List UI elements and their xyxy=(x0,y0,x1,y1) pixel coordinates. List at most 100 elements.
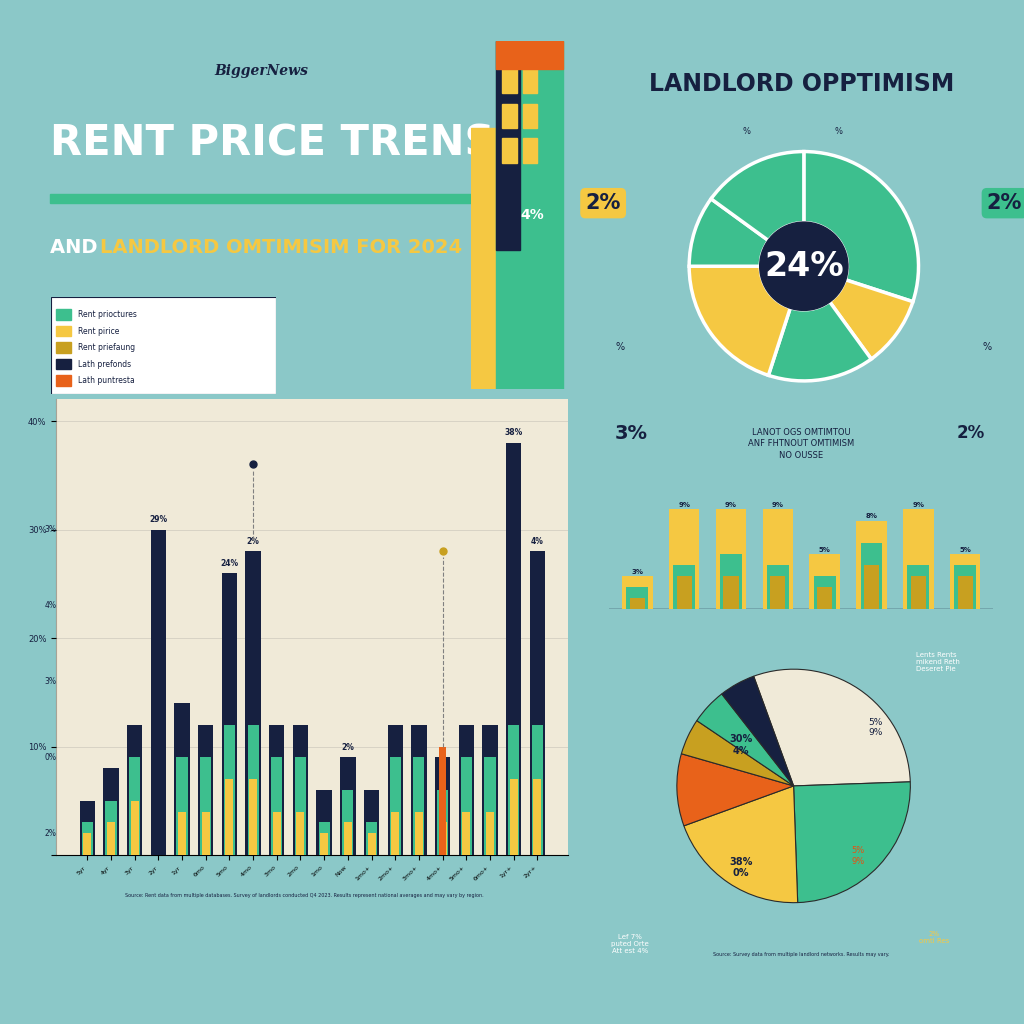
Text: Rent pirice: Rent pirice xyxy=(78,327,120,336)
Bar xyxy=(522,69,538,93)
Bar xyxy=(271,758,283,855)
Bar xyxy=(814,575,836,609)
Bar xyxy=(246,551,261,855)
Text: Lath prefonds: Lath prefonds xyxy=(78,359,131,369)
Bar xyxy=(316,790,332,855)
Bar xyxy=(482,725,498,855)
Wedge shape xyxy=(754,670,910,786)
Bar xyxy=(342,790,353,855)
Bar xyxy=(954,565,976,609)
Text: AND: AND xyxy=(50,238,104,257)
Bar xyxy=(723,575,738,609)
Bar xyxy=(910,575,926,609)
Bar xyxy=(391,812,399,855)
Bar xyxy=(669,509,699,609)
Bar xyxy=(957,575,973,609)
Bar xyxy=(368,834,376,855)
Wedge shape xyxy=(684,786,798,902)
Bar xyxy=(55,326,72,336)
Text: LANDLORD OPPTIMISM: LANDLORD OPPTIMISM xyxy=(648,73,954,96)
Bar xyxy=(390,758,400,855)
Wedge shape xyxy=(696,694,794,786)
Bar xyxy=(248,725,259,855)
Wedge shape xyxy=(677,754,794,825)
Text: RENT PRICE TRENS: RENT PRICE TRENS xyxy=(50,123,495,165)
Bar xyxy=(950,554,980,609)
Text: 3%: 3% xyxy=(44,525,56,535)
Bar xyxy=(105,801,117,855)
Bar xyxy=(907,565,930,609)
Bar xyxy=(151,529,166,855)
Point xyxy=(434,543,451,559)
Text: 9%: 9% xyxy=(772,503,783,508)
Text: LANDLORD OMTIMISIM FOR 2024: LANDLORD OMTIMISIM FOR 2024 xyxy=(99,238,462,257)
Wedge shape xyxy=(768,301,871,381)
Text: 2%
omtl Res: 2% omtl Res xyxy=(919,931,949,944)
Text: 29%: 29% xyxy=(150,515,167,524)
Bar xyxy=(903,509,934,609)
Bar xyxy=(82,822,93,855)
Bar xyxy=(496,41,563,69)
Bar xyxy=(55,358,72,370)
Bar xyxy=(176,758,187,855)
Text: 3%: 3% xyxy=(44,677,56,686)
Bar xyxy=(272,812,281,855)
Bar xyxy=(810,554,840,609)
Bar xyxy=(106,822,115,855)
Bar xyxy=(321,834,328,855)
Bar xyxy=(202,812,210,855)
Text: 24%: 24% xyxy=(764,250,844,283)
Bar xyxy=(623,575,652,609)
Bar xyxy=(496,41,520,250)
Wedge shape xyxy=(689,266,791,376)
Bar xyxy=(763,509,793,609)
Text: Source: Survey data from multiple landlord networks. Results may vary.: Source: Survey data from multiple landlo… xyxy=(713,952,890,957)
Bar xyxy=(437,790,449,855)
Bar xyxy=(496,41,563,389)
Bar xyxy=(200,758,211,855)
Bar xyxy=(817,587,833,609)
Bar xyxy=(716,509,746,609)
Bar xyxy=(83,834,91,855)
Bar xyxy=(131,801,138,855)
Wedge shape xyxy=(804,152,919,302)
Bar xyxy=(55,375,72,386)
Bar xyxy=(630,598,645,609)
Bar xyxy=(55,342,72,353)
Bar xyxy=(178,812,186,855)
Wedge shape xyxy=(829,280,913,359)
Point xyxy=(245,457,261,473)
Bar xyxy=(534,779,542,855)
Wedge shape xyxy=(711,152,804,241)
Bar xyxy=(55,309,72,319)
Bar xyxy=(174,703,189,855)
Text: 5%
9%: 5% 9% xyxy=(868,718,883,737)
Bar xyxy=(502,138,516,163)
Bar xyxy=(461,758,472,855)
Bar xyxy=(129,758,140,855)
Bar xyxy=(439,746,446,855)
Text: 3%: 3% xyxy=(614,424,648,442)
Text: 5%: 5% xyxy=(819,547,830,553)
Text: 9%: 9% xyxy=(725,503,737,508)
Bar xyxy=(364,790,379,855)
Bar xyxy=(295,758,306,855)
Text: 4%: 4% xyxy=(44,601,56,610)
Text: %: % xyxy=(615,342,625,351)
Text: 2%: 2% xyxy=(957,424,985,442)
Text: Lath puntresta: Lath puntresta xyxy=(78,376,135,385)
Bar xyxy=(249,779,257,855)
Text: 24%: 24% xyxy=(220,558,239,567)
Bar xyxy=(856,520,887,609)
Text: 2%: 2% xyxy=(987,194,1022,213)
Bar xyxy=(103,768,119,855)
Bar xyxy=(864,565,880,609)
Text: %: % xyxy=(835,127,843,136)
Bar xyxy=(366,822,377,855)
Bar xyxy=(80,801,95,855)
Text: Lents Rents
mikend Reth
Deseret Pie: Lents Rents mikend Reth Deseret Pie xyxy=(916,651,961,672)
Bar xyxy=(293,725,308,855)
Bar xyxy=(522,103,538,128)
Text: 30%
4%: 30% 4% xyxy=(729,734,753,756)
Bar xyxy=(529,551,545,855)
